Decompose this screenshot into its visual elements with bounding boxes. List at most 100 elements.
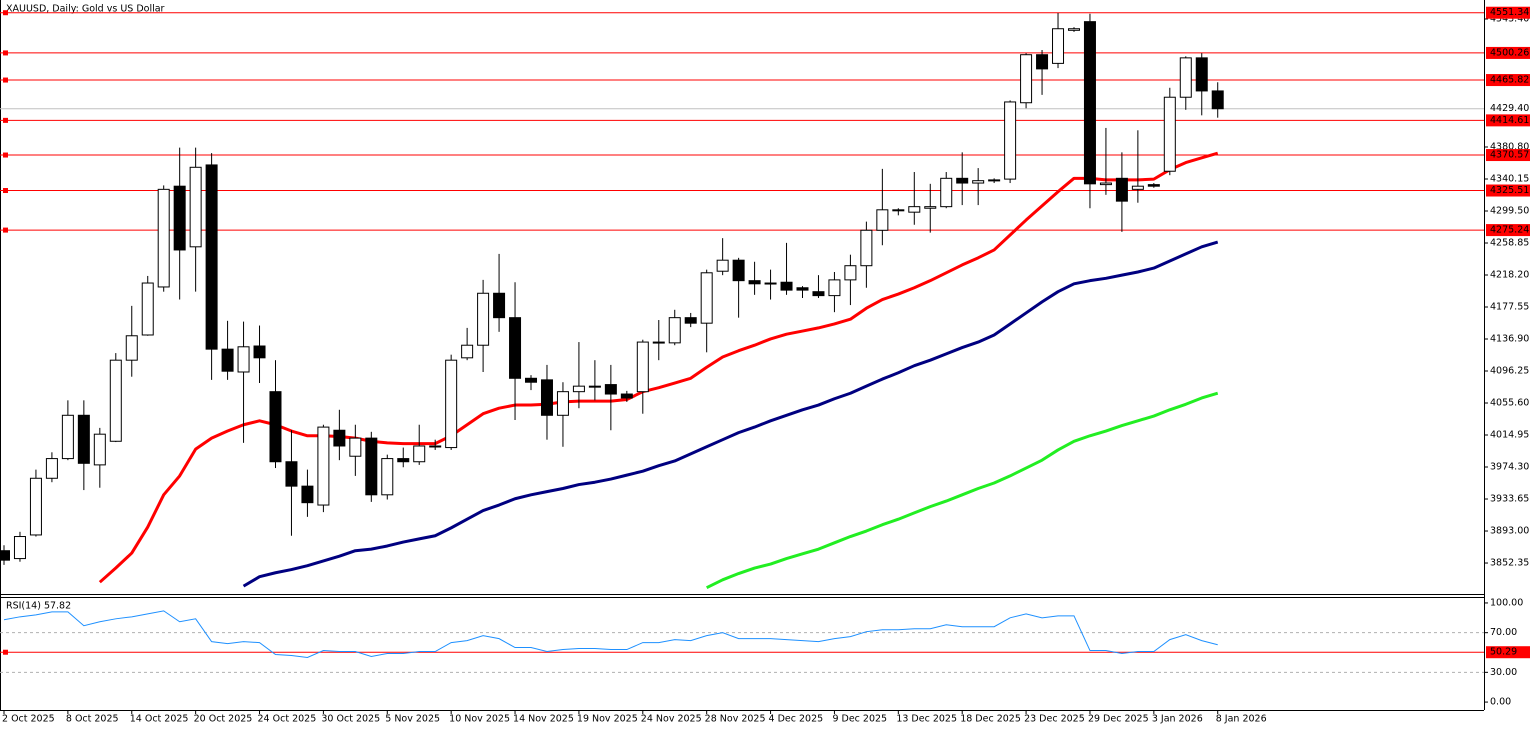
candle-body: [1099, 182, 1112, 186]
candle-body: [461, 344, 474, 359]
y-tick-label: 4551.34: [1490, 7, 1529, 18]
candle-body: [493, 292, 506, 319]
candle-body: [317, 426, 330, 506]
candle-body: [716, 259, 729, 272]
candle-body: [1195, 57, 1208, 92]
y-tick-label: 4380.80: [1490, 141, 1529, 152]
y-tick-label: 4014.95: [1490, 430, 1529, 441]
x-tick-label: 24 Oct 2025: [258, 714, 317, 725]
axis-label-bg: [1486, 6, 1530, 19]
axis-label-bg: [1486, 149, 1530, 162]
candle-body: [1179, 57, 1192, 98]
y-tick-label: 50.29: [1490, 647, 1517, 658]
x-tick-label: 2 Oct 2025: [2, 714, 55, 725]
level-marker: [3, 117, 8, 123]
candle-body: [636, 341, 649, 393]
y-tick-label: 4370.57: [1490, 150, 1529, 161]
x-tick-label: 30 Oct 2025: [321, 714, 380, 725]
x-tick-label: 29 Dec 2025: [1088, 714, 1149, 725]
candle-body: [77, 414, 90, 464]
candle-body: [157, 188, 170, 288]
y-tick-label: 4414.61: [1490, 115, 1529, 126]
candle-body: [1052, 28, 1065, 64]
y-tick-label: 4340.15: [1490, 173, 1529, 184]
y-tick-label: 4177.55: [1490, 301, 1529, 312]
candle-body: [365, 437, 378, 496]
candle-body: [780, 281, 793, 291]
candle-body: [588, 385, 601, 388]
candle-body: [525, 377, 538, 383]
candle-body: [700, 272, 713, 324]
x-tick-label: 13 Dec 2025: [896, 714, 957, 725]
candle-body: [876, 209, 889, 231]
candle-body: [1131, 185, 1144, 190]
candle-body: [540, 379, 553, 416]
candle-body: [333, 429, 346, 447]
candle-body: [349, 437, 362, 457]
y-tick-label: 100.00: [1490, 597, 1523, 608]
candle-body: [429, 445, 442, 448]
chart-title: XAUUSD, Daily: Gold vs US Dollar: [6, 4, 165, 15]
axis-label-bg: [1486, 224, 1530, 237]
y-tick-label: 4055.60: [1490, 398, 1529, 409]
level-marker: [3, 77, 8, 83]
candle-body: [620, 393, 633, 399]
y-tick-label: 3893.00: [1490, 526, 1529, 537]
candle-body: [29, 477, 42, 536]
candle-body: [397, 458, 410, 463]
y-tick-label: 30.00: [1490, 667, 1517, 678]
candle-body: [764, 282, 777, 285]
level-marker: [3, 188, 8, 194]
axis-label-bg: [1486, 114, 1530, 127]
candle-body: [812, 291, 825, 297]
candle-body: [732, 259, 745, 282]
y-tick-label: 4275.24: [1490, 225, 1529, 236]
candle-body: [477, 292, 490, 346]
x-tick-label: 14 Oct 2025: [130, 714, 189, 725]
x-tick-label: 3 Jan 2026: [1152, 714, 1203, 725]
y-tick-label: 3933.65: [1490, 494, 1529, 505]
x-tick-label: 14 Nov 2025: [513, 714, 574, 725]
rsi-line: [3, 610, 1218, 658]
x-tick-label: 18 Dec 2025: [960, 714, 1021, 725]
level-marker: [3, 50, 8, 56]
candle-body: [45, 458, 58, 479]
y-tick-label: 4258.85: [1490, 237, 1529, 248]
candle-body: [253, 345, 266, 359]
level-marker: [3, 10, 8, 16]
axis-label-bg: [1486, 102, 1530, 115]
candle-body: [668, 317, 681, 344]
candle-body: [285, 461, 298, 487]
candle-body: [109, 359, 122, 442]
level-marker: [3, 152, 8, 158]
moving-average: [706, 391, 1219, 590]
level-marker: [3, 227, 8, 233]
y-tick-label: 4543.40: [1490, 13, 1529, 24]
candle-body: [61, 414, 74, 460]
moving-average: [98, 151, 1219, 584]
y-tick-label: 4218.20: [1490, 269, 1529, 280]
candle-body: [445, 359, 458, 449]
axis-label-bg: [1486, 46, 1530, 59]
y-tick-label: 4325.51: [1490, 185, 1529, 196]
candle-body: [1020, 54, 1033, 104]
axis-label-bg: [1486, 74, 1530, 87]
x-tick-label: 8 Jan 2026: [1216, 714, 1267, 725]
y-tick-label: 4465.82: [1490, 75, 1529, 86]
candle-body: [972, 180, 985, 184]
candle-body: [173, 185, 186, 251]
candle-body: [125, 335, 138, 361]
candle-body: [988, 179, 1001, 182]
y-tick-label: 3852.35: [1490, 558, 1529, 569]
candle-body: [1163, 96, 1176, 172]
candle-body: [237, 346, 250, 373]
x-tick-label: 24 Nov 2025: [641, 714, 702, 725]
candle-body: [652, 341, 665, 344]
rsi-title: RSI(14) 57.82: [6, 601, 71, 612]
candle-body: [860, 229, 873, 267]
level-marker: [3, 649, 8, 655]
candle-body: [93, 433, 106, 466]
axis-label-bg: [1486, 184, 1530, 197]
